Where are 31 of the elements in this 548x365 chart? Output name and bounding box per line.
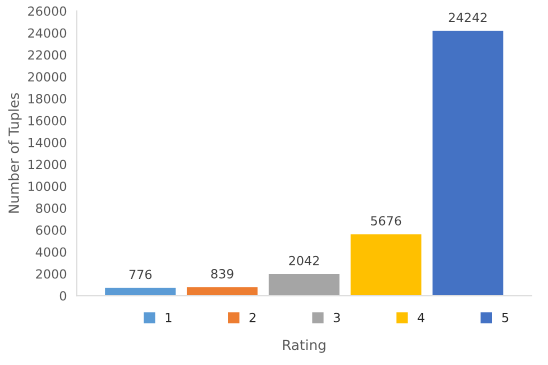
data-label: 2042 xyxy=(289,256,319,266)
bar xyxy=(349,232,423,296)
y-tick-label: 12000 xyxy=(28,160,66,170)
legend-label: 2 xyxy=(250,312,256,322)
y-tick-label: 18000 xyxy=(28,94,66,104)
y-tick-label: 24000 xyxy=(28,28,66,38)
y-tick-label: 20000 xyxy=(28,72,66,82)
y-tick-label: 14000 xyxy=(28,138,66,148)
legend-label: 4 xyxy=(418,312,424,322)
y-tick-label: 16000 xyxy=(28,116,66,126)
legend-label: 3 xyxy=(334,312,340,322)
y-tick-label: 6000 xyxy=(36,225,66,235)
x-axis-title: Rating xyxy=(283,339,326,353)
data-label: 839 xyxy=(211,269,234,278)
y-tick-label: 2000 xyxy=(36,269,66,279)
legend-label: 5 xyxy=(502,312,508,322)
y-tick-label: 22000 xyxy=(28,50,66,60)
data-label: 24242 xyxy=(448,12,487,22)
y-tick-label: 10000 xyxy=(28,182,66,192)
y-tick-label: 4000 xyxy=(36,247,66,257)
data-label: 5676 xyxy=(371,216,402,226)
bar xyxy=(186,286,259,296)
y-axis-title: Number of Tuples xyxy=(8,93,22,213)
bar xyxy=(431,30,505,296)
bar xyxy=(104,286,178,296)
y-tick-label: 26000 xyxy=(28,6,66,16)
y-tick-label: 8000 xyxy=(36,204,66,213)
legend-label: 1 xyxy=(166,312,172,322)
y-tick-label: 0 xyxy=(60,291,66,301)
bar xyxy=(267,272,341,296)
data-label: 776 xyxy=(129,270,152,280)
